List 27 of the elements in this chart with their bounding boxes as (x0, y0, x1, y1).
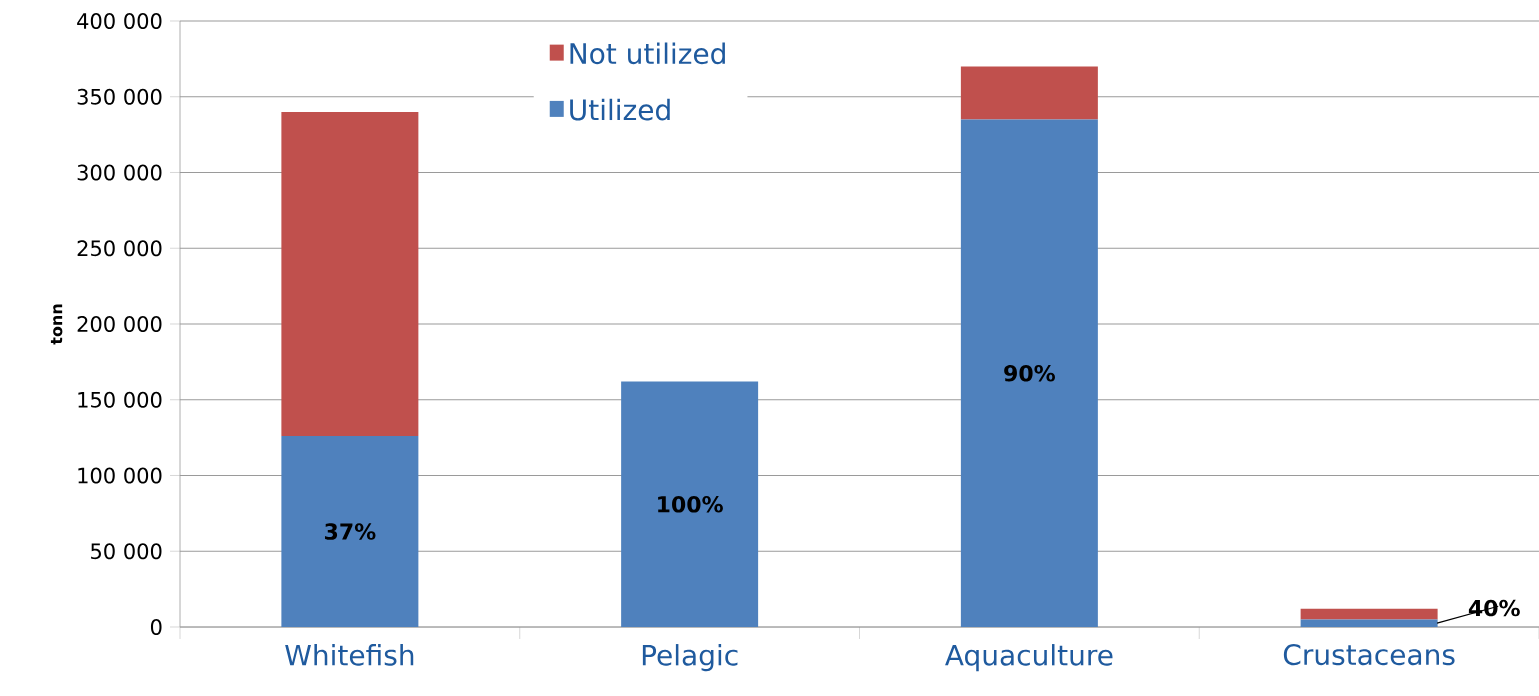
y-tick-label: 250 000 (77, 240, 162, 257)
x-tick-label: Aquaculture (945, 644, 1113, 672)
bar (1300, 619, 1438, 627)
annotation: 37% (325, 523, 376, 540)
x-tick-label: Whitefish (285, 644, 414, 666)
bar (281, 436, 419, 627)
y-tick-label: 100 000 (78, 467, 162, 484)
annotation: 90% (1004, 364, 1055, 382)
y-tick-label: 0 (150, 619, 162, 635)
bar (960, 119, 1098, 627)
x-tick-label: Crustaceans (1283, 644, 1455, 666)
y-tick-label: 200 000 (77, 316, 162, 332)
bar (281, 111, 419, 437)
y-tick-label: 50 000 (91, 543, 162, 560)
y-tick-label: 300 000 (77, 164, 162, 181)
bar (1300, 608, 1438, 620)
y-tick-label: 400 000 (77, 13, 162, 29)
bar (621, 381, 759, 627)
bar (960, 66, 1098, 120)
y-tick-label: 350 000 (77, 88, 162, 105)
y-tick-label: 150 000 (78, 391, 162, 408)
x-tick-label: Pelagic (642, 644, 738, 672)
annotation: 100% (658, 495, 723, 513)
legend-label: Utilized (570, 98, 670, 121)
y-axis-title: tonn (50, 304, 63, 345)
legend-label: Not utilized (570, 42, 725, 65)
annotation: 40% (1468, 599, 1520, 617)
